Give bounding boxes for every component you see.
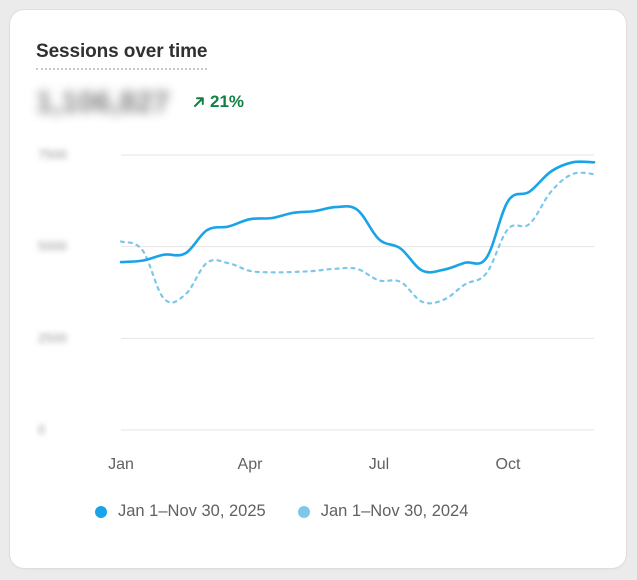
legend-item[interactable]: Jan 1–Nov 30, 2025 <box>95 502 266 521</box>
series-lines <box>119 160 596 305</box>
series-line-current[interactable] <box>119 160 596 274</box>
x-tick-label: Oct <box>496 456 521 473</box>
legend-item[interactable]: Jan 1–Nov 30, 2024 <box>297 502 469 521</box>
change-percent: 21% <box>210 92 245 111</box>
y-axis-ticks: 7500 5000 2500 0 <box>38 147 67 437</box>
total-sessions-value: 1,106,827 <box>36 86 170 119</box>
x-tick-label: Apr <box>238 456 264 473</box>
series-line-previous[interactable] <box>119 171 596 305</box>
x-axis-ticks: Jan Apr Jul Oct <box>108 456 521 473</box>
x-tick-label: Jul <box>369 456 389 473</box>
y-tick-label: 0 <box>38 422 45 437</box>
grid-lines <box>121 154 594 431</box>
legend-dot-icon <box>95 505 107 518</box>
y-tick-label: 7500 <box>38 147 67 162</box>
legend-label: Jan 1–Nov 30, 2024 <box>320 502 469 520</box>
card-title[interactable]: Sessions over time <box>36 41 207 70</box>
x-tick-label: Jan <box>108 456 134 473</box>
change-badge: 21% <box>192 92 244 112</box>
legend-label: Jan 1–Nov 30, 2025 <box>118 502 266 520</box>
chart-legend: Jan 1–Nov 30, 2025 Jan 1–Nov 30, 2024 <box>95 502 468 521</box>
legend-dot-icon <box>297 505 310 518</box>
y-tick-label: 2500 <box>38 330 67 345</box>
arrow-up-right-icon <box>194 97 204 107</box>
y-tick-label: 5000 <box>38 239 67 254</box>
sessions-card: Sessions over time 1,106,827 21% <box>10 10 626 568</box>
